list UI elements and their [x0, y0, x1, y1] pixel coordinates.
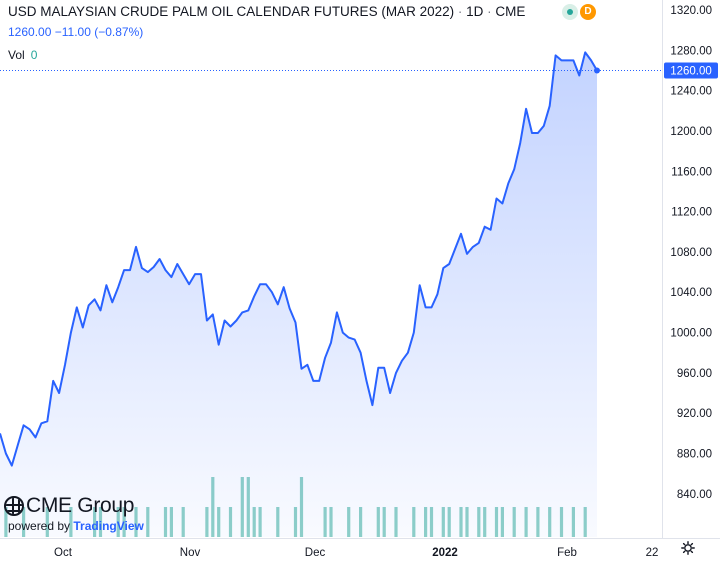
- volume-value: 0: [30, 48, 38, 62]
- chart-legend-title: USD MALAYSIAN CRUDE PALM OIL CALENDAR FU…: [8, 4, 526, 19]
- x-tick-label: Oct: [54, 547, 73, 559]
- y-tick-label: 1240.00: [670, 86, 712, 98]
- powered-by-label: powered by: [8, 519, 71, 533]
- y-tick-label: 1160.00: [671, 166, 712, 178]
- brand-name: CME Group: [26, 494, 135, 517]
- price-line: [0, 51, 598, 467]
- last-price-value: 1260.00: [670, 66, 712, 78]
- x-tick-label: Dec: [305, 547, 326, 559]
- price-change: −11.00: [54, 25, 91, 39]
- price-area: [0, 52, 597, 538]
- cme-globe-icon: [4, 496, 24, 516]
- brand-logo[interactable]: CME Group powered by TradingView: [4, 494, 144, 533]
- settings-gear-icon[interactable]: [681, 541, 695, 555]
- y-tick-label: 1200.00: [670, 126, 712, 138]
- y-tick-label: 960.00: [677, 368, 712, 380]
- y-tick-label: 1120.00: [671, 207, 712, 219]
- y-tick-label: 1040.00: [670, 287, 712, 299]
- y-tick-label: 1000.00: [670, 328, 712, 340]
- last-price-dot: [594, 67, 600, 74]
- y-tick-label: 1320.00: [670, 5, 712, 17]
- x-tick-label: 2022: [432, 547, 458, 559]
- volume-label[interactable]: Vol: [8, 48, 25, 62]
- last-price: 1260.00: [8, 25, 52, 39]
- y-tick-label: 1080.00: [670, 247, 712, 259]
- quote-line: 1260.00 −11.00 (−0.87%): [8, 25, 143, 39]
- last-price-label: 1260.00: [664, 62, 718, 79]
- time-axis[interactable]: Oct Nov Dec 2022 Feb 22: [54, 547, 658, 559]
- symbol-title[interactable]: USD MALAYSIAN CRUDE PALM OIL CALENDAR FU…: [8, 4, 455, 19]
- y-tick-label: 840.00: [677, 489, 712, 501]
- y-tick-label: 880.00: [677, 449, 712, 461]
- status-badges: D: [562, 4, 596, 20]
- delayed-data-badge[interactable]: D: [580, 4, 596, 20]
- market-status-icon[interactable]: [562, 4, 578, 20]
- x-tick-label: Feb: [557, 547, 577, 559]
- x-tick-label: 22: [646, 547, 659, 559]
- exchange-label: CME: [495, 4, 526, 19]
- x-tick-label: Nov: [180, 547, 201, 559]
- y-tick-label: 920.00: [677, 408, 712, 420]
- price-axis[interactable]: 840.00 880.00 920.00 960.00 1000.00 1040.00 10…: [670, 5, 712, 501]
- y-tick-label: 1280.00: [670, 45, 712, 57]
- price-change-percent: (−0.87%): [94, 25, 144, 39]
- interval-label[interactable]: 1D: [466, 4, 484, 19]
- volume-legend: Vol 0: [8, 48, 37, 62]
- provider-name: TradingView: [73, 519, 144, 533]
